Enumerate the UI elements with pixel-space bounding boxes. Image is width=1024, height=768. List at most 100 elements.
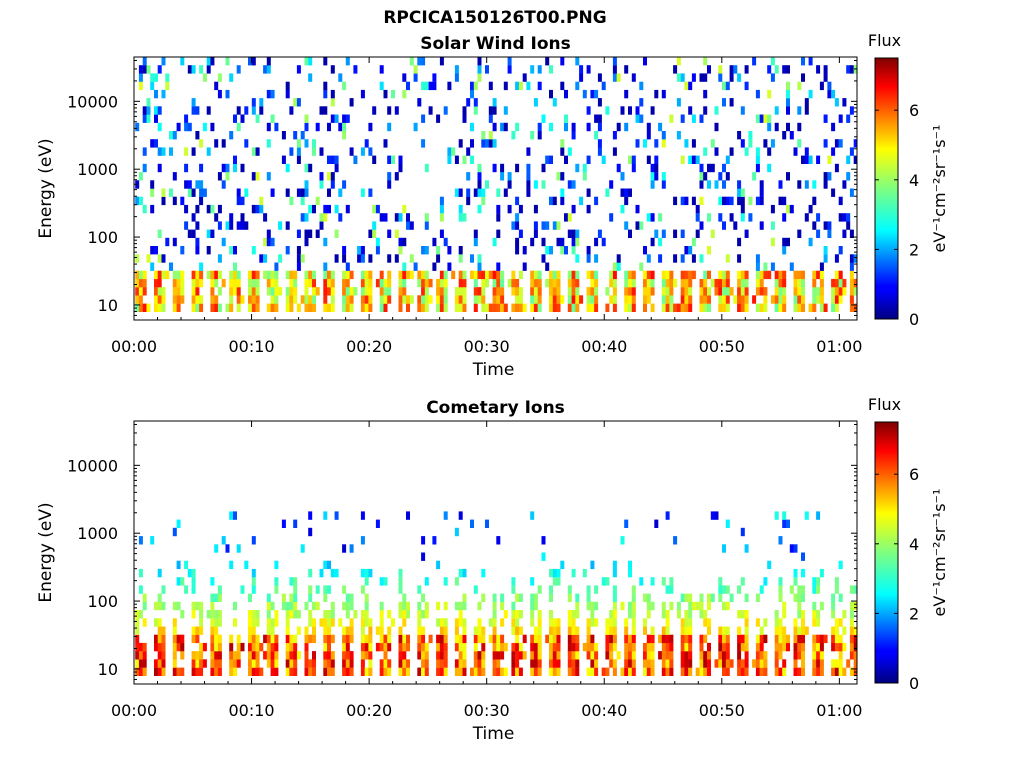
spectrogram-cell (323, 585, 328, 594)
spectrogram-cell (221, 278, 226, 288)
spectrogram-cell (612, 601, 617, 611)
spectrogram-cell (135, 295, 140, 304)
spectrogram-cell (383, 295, 388, 304)
spectrogram-cell (537, 270, 542, 280)
spectrogram-cell (744, 651, 749, 660)
spectrogram-cell (157, 667, 162, 676)
spectrogram-cell (786, 519, 790, 528)
y-tick-label: 100 (87, 592, 118, 611)
spectrogram-cell (180, 278, 185, 288)
spectrogram-cell (251, 147, 256, 156)
spectrogram-cell (725, 642, 730, 652)
spectrogram-cell (308, 511, 313, 520)
spectrogram-cell (473, 295, 478, 304)
spectrogram-cell (274, 262, 279, 271)
spectrogram-cell (221, 180, 226, 189)
spectrogram-cell (142, 106, 147, 115)
spectrogram-cell (669, 287, 674, 296)
spectrogram-cell (564, 213, 568, 222)
spectrogram-cell (229, 303, 234, 312)
spectrogram-cell (620, 106, 625, 115)
spectrogram-cell (556, 618, 561, 627)
spectrogram-cell (345, 610, 350, 619)
spectrogram-cell (782, 213, 787, 222)
spectrogram-cell (259, 98, 264, 107)
spectrogram-cell (402, 610, 407, 619)
spectrogram-cell (266, 229, 271, 238)
spectrogram-cell (740, 213, 745, 222)
spectrogram-cell (530, 610, 535, 619)
spectrogram-cell (631, 634, 636, 644)
spectrogram-cell (187, 180, 192, 189)
spectrogram-cell (439, 229, 444, 238)
spectrogram-cell (323, 593, 328, 602)
spectrogram-cell (718, 593, 723, 602)
spectrogram-cell (755, 147, 760, 156)
spectrogram-cell (394, 229, 399, 238)
spectrogram-cell (786, 204, 790, 214)
spectrogram-cell (312, 204, 316, 214)
spectrogram-cell (533, 651, 538, 660)
spectrogram-cell (462, 278, 467, 288)
spectrogram-cell (770, 221, 775, 230)
spectrogram-cell (285, 287, 290, 296)
spectrogram-cell (146, 65, 151, 74)
spectrogram-cell (206, 57, 211, 66)
spectrogram-cell (500, 270, 505, 280)
spectrogram-cell (590, 278, 595, 288)
spectrogram-cell (605, 634, 610, 644)
spectrogram-cell (466, 188, 471, 197)
spectrogram-cell (778, 667, 783, 676)
spectrogram-cell (567, 278, 572, 288)
spectrogram-cell (488, 106, 493, 115)
spectrogram-cell (770, 262, 775, 271)
spectrogram-cell (364, 593, 369, 602)
spectrogram-cell (379, 601, 384, 611)
spectrogram-cell (530, 601, 535, 611)
spectrogram-cell (725, 287, 730, 296)
spectrogram-cell (518, 610, 523, 619)
spectrogram-cell (398, 659, 403, 668)
spectrogram-cell (251, 585, 256, 594)
spectrogram-cell (552, 651, 557, 660)
spectrogram-cell (364, 642, 369, 652)
spectrogram-cell (545, 246, 550, 255)
spectrogram-cell (669, 642, 674, 652)
spectrogram-cell (436, 667, 441, 676)
spectrogram-cell (342, 295, 347, 304)
spectrogram-cell (643, 287, 647, 296)
colorbar-tick-label: 2 (909, 240, 919, 259)
spectrogram-cell (586, 106, 591, 115)
spectrogram-cell (650, 237, 655, 247)
spectrogram-cell (571, 610, 576, 619)
colorbar-tick-label: 0 (909, 674, 919, 693)
spectrogram-cell (669, 667, 674, 676)
spectrogram-cell (345, 287, 350, 296)
spectrogram-cell (533, 204, 538, 214)
spectrogram-cell (631, 642, 636, 652)
spectrogram-cell (424, 642, 429, 652)
spectrogram-cell (135, 610, 140, 619)
spectrogram-cell (827, 81, 832, 91)
spectrogram-cell (135, 180, 140, 189)
spectrogram-cell (334, 204, 339, 214)
spectrogram-cell (684, 295, 689, 304)
spectrogram-cell (612, 270, 617, 280)
spectrogram-cell (507, 172, 512, 181)
spectrogram-cell (507, 57, 512, 66)
spectrogram-cell (308, 57, 313, 66)
spectrogram-cell (624, 519, 629, 528)
spectrogram-cell (541, 180, 546, 189)
spectrogram-cell (691, 73, 696, 82)
spectrogram-cell (176, 601, 181, 611)
spectrogram-cell (308, 610, 313, 619)
spectrogram-cell (549, 642, 553, 652)
spectrogram-cell (665, 634, 670, 644)
spectrogram-cell (797, 642, 802, 652)
spectrogram-cell (293, 287, 298, 296)
spectrogram-cell (330, 618, 335, 627)
spectrogram-cell (831, 667, 836, 676)
spectrogram-cell (646, 651, 651, 660)
spectrogram-cell (586, 651, 591, 660)
spectrogram-cell (308, 585, 313, 594)
